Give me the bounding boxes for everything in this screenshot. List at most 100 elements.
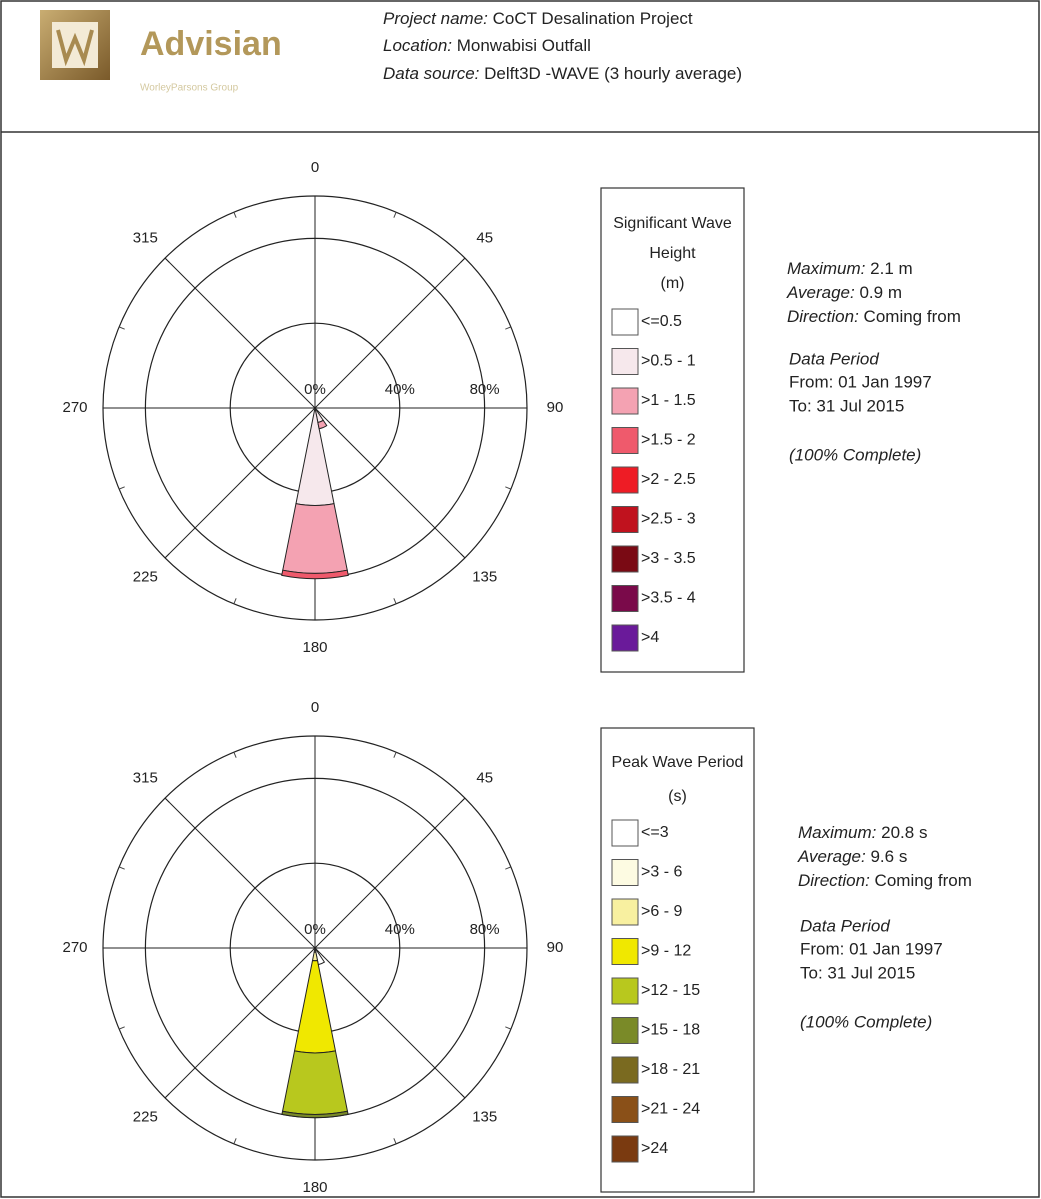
legend-swatch [611, 938, 639, 965]
legend-swatch [611, 1096, 639, 1123]
rim-tick [118, 486, 125, 490]
rim-tick [393, 211, 397, 218]
angle-label: 270 [62, 399, 87, 416]
legend-swatch [611, 1135, 639, 1163]
rim-tick [118, 326, 125, 330]
legend-swatch [611, 977, 639, 1005]
period-line: To: 31 Jul 2015 [800, 963, 915, 982]
stat-line: Direction: Coming from [798, 871, 972, 890]
rim-tick [505, 866, 512, 870]
legend-swatch [611, 427, 639, 454]
angle-label: 90 [547, 399, 564, 416]
legend-swatch [611, 898, 639, 926]
legend-label: >3 - 6 [641, 864, 682, 881]
sector [293, 959, 337, 1054]
legend-label: >12 - 15 [641, 982, 700, 999]
legend-swatch [611, 387, 639, 415]
legend-label: >15 - 18 [641, 1022, 700, 1039]
spoke [164, 407, 316, 559]
sector [281, 1110, 349, 1119]
angle-label: 135 [472, 1109, 497, 1126]
legend-swatch [611, 466, 639, 494]
sector [282, 503, 348, 574]
legend-label: >0.5 - 1 [641, 353, 696, 370]
header-label: Project name: [383, 9, 488, 28]
header-line: Data source: Delft3D -WAVE (3 hourly ave… [383, 64, 742, 83]
legend-swatch [611, 308, 639, 336]
logo-w [56, 29, 94, 67]
sector [281, 1050, 349, 1115]
header-line: Location: Monwabisi Outfall [383, 36, 591, 55]
completeness: (100% Complete) [800, 1012, 932, 1031]
spoke [314, 407, 466, 559]
header-value: Delft3D -WAVE (3 hourly average) [484, 64, 742, 83]
legend-label: >2 - 2.5 [641, 471, 696, 488]
legend-swatch [611, 859, 639, 886]
angle-label: 45 [476, 769, 493, 786]
legend-label: >4 [641, 629, 659, 646]
legend-title: Significant Wave [613, 215, 732, 232]
angle-label: 180 [302, 639, 327, 656]
spoke [314, 947, 466, 1099]
rim-tick [505, 326, 512, 330]
rim-tick [233, 1138, 237, 1145]
legend-label: >2.5 - 3 [641, 511, 696, 528]
header-label: Location: [383, 36, 452, 55]
legend-label: >3 - 3.5 [641, 550, 696, 567]
stat-label: Maximum: [787, 259, 866, 278]
sector [295, 407, 335, 506]
legend-swatch [611, 545, 639, 573]
angle-label: 0 [311, 699, 319, 716]
rim-tick [393, 598, 397, 605]
stat-line: Maximum: 2.1 m [787, 259, 913, 278]
angle-label: 270 [62, 939, 87, 956]
logo-inner [52, 22, 98, 68]
ring-label: 80% [470, 381, 500, 398]
stat-line: Direction: Coming from [787, 307, 961, 326]
stat-label: Maximum: [798, 823, 877, 842]
legend-swatch [611, 506, 639, 533]
stat-label: Average: [797, 847, 866, 866]
stat-label: Direction: [798, 871, 870, 890]
legend-swatch [611, 1017, 639, 1044]
legend-title: Peak Wave Period [612, 754, 744, 771]
legend-title: Height [649, 245, 696, 262]
angle-label: 225 [133, 1109, 158, 1126]
rim-tick [233, 751, 237, 758]
angle-label: 45 [476, 229, 493, 246]
angle-label: 315 [133, 229, 158, 246]
spoke [314, 797, 466, 949]
stat-label: Direction: [787, 307, 859, 326]
legend-title: (s) [668, 788, 687, 805]
legend-label: >9 - 12 [641, 943, 691, 960]
rim-tick [393, 1138, 397, 1145]
stat-value: 2.1 m [870, 259, 913, 278]
header-line: Project name: CoCT Desalination Project [383, 9, 693, 28]
legend-label: >6 - 9 [641, 903, 682, 920]
legend-title: (m) [661, 275, 685, 292]
sector [313, 947, 317, 953]
legend-label: >1.5 - 2 [641, 432, 696, 449]
legend-label: <=0.5 [641, 313, 682, 330]
ring-label: 40% [385, 381, 415, 398]
sector [317, 419, 328, 430]
logo-tagline: WorleyParsons Group [140, 83, 239, 94]
legend: Peak Wave Period (s) <=3 >3 - 6 >6 - 9 >9 - 1… [600, 727, 755, 1193]
angle-label: 315 [133, 769, 158, 786]
period-line: From: 01 Jan 1997 [800, 939, 943, 958]
stat-value: 0.9 m [859, 283, 902, 302]
completeness: (100% Complete) [789, 445, 921, 464]
stat-value: Coming from [875, 871, 972, 890]
legend-label: <=3 [641, 824, 669, 841]
angle-label: 135 [472, 569, 497, 586]
ring-label: 80% [470, 921, 500, 938]
spoke [314, 257, 466, 409]
legend-swatch [611, 819, 639, 847]
legend-swatch [611, 624, 639, 652]
legend-label: >3.5 - 4 [641, 590, 696, 607]
rim-tick [233, 598, 237, 605]
header-label: Data source: [383, 64, 480, 83]
ring-label: 40% [385, 921, 415, 938]
